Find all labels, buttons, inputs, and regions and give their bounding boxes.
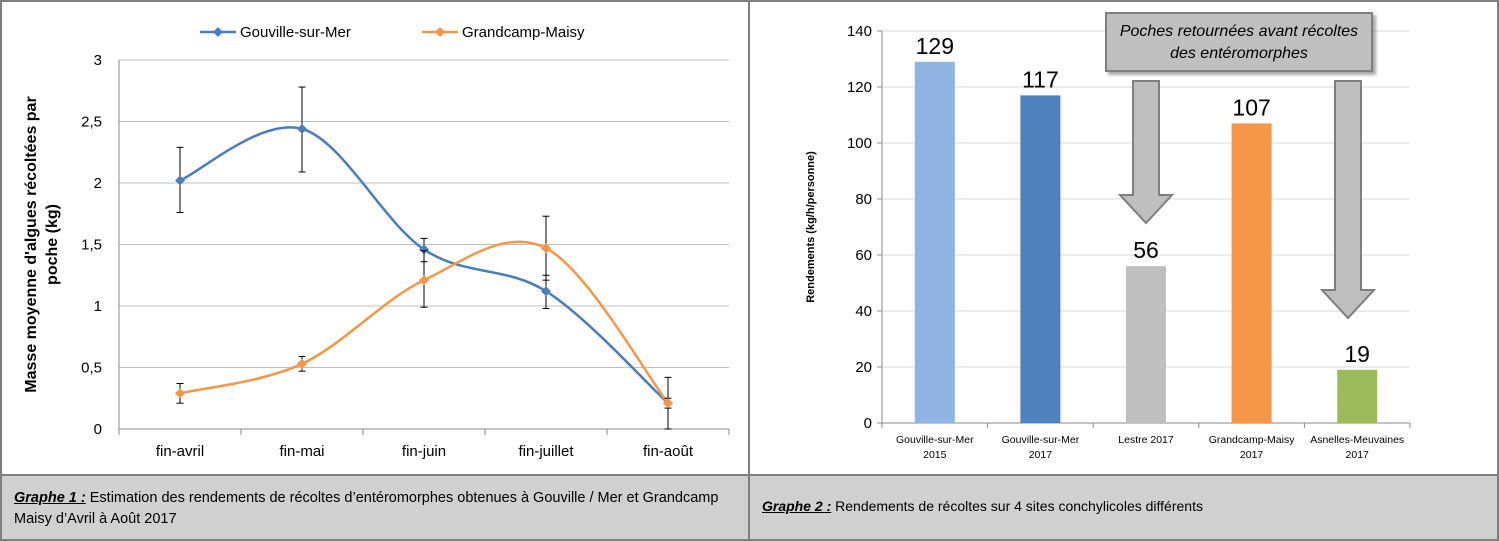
bar-chart: 0 20 40 60 80 100 120 140 Rendements (kg/h/perso…	[805, 23, 1411, 461]
y-tick-label: 1,5	[81, 237, 102, 254]
bar	[1231, 123, 1272, 424]
y-tick-label: 1	[94, 298, 102, 315]
x-tick-label: 2015	[923, 449, 947, 461]
y-tick-label: 3	[94, 52, 102, 69]
legend-label: Gouville-sur-Mer	[240, 24, 351, 41]
bar-value-label: 117	[1022, 66, 1059, 92]
data-point	[297, 358, 307, 369]
bar	[1020, 95, 1061, 424]
data-point	[541, 286, 551, 297]
line-chart: 0 0,5 1 1,5 2 2,5 3 fin-avril fin-mai fin-juin fin…	[23, 24, 730, 460]
graph2-panel: 0 20 40 60 80 100 120 140 Rendements (kg/h/perso…	[748, 0, 1499, 541]
x-tick-label: Gouville-sur-Mer	[896, 434, 974, 446]
callout-box: Poches retournées avant récoltes des ent…	[1105, 12, 1373, 72]
y-tick-label: 20	[855, 359, 872, 376]
bar	[1126, 266, 1166, 423]
data-point	[663, 398, 673, 409]
x-tick-label: fin-mai	[279, 443, 324, 460]
bar	[1337, 369, 1378, 423]
x-tick-label: Gouville-sur-Mer	[1002, 434, 1080, 446]
bar-value-label: 107	[1232, 94, 1270, 120]
x-tick-label: Asnelles-Meuvaines	[1310, 434, 1404, 446]
y-tick-label: 2	[94, 175, 102, 192]
bar-value-label: 19	[1344, 341, 1370, 367]
y-tick-label: 140	[847, 23, 872, 40]
down-arrow-icon	[1319, 80, 1377, 320]
x-tick-label: Lestre 2017	[1118, 434, 1174, 446]
legend-label: Grandcamp-Maisy	[462, 24, 585, 41]
bar-value-label: 129	[916, 33, 954, 59]
bar	[914, 61, 955, 424]
graph1-caption-lead: Graphe 1 :	[14, 490, 86, 506]
y-tick-label: 40	[855, 303, 872, 320]
legend-marker	[435, 27, 445, 37]
y-tick-label: 0	[864, 415, 872, 432]
y-axis-title: Rendements (kg/h/personne)	[805, 151, 817, 303]
graph2-caption-lead: Graphe 2 :	[762, 498, 832, 514]
y-tick-label: 0	[94, 421, 102, 438]
x-tick-label: Grandcamp-Maisy	[1209, 434, 1296, 446]
y-tick-label: 120	[847, 79, 872, 96]
legend-marker	[213, 27, 223, 37]
data-point	[419, 275, 429, 286]
x-tick-label: fin-août	[643, 443, 694, 460]
data-point	[419, 244, 429, 255]
data-point	[541, 243, 551, 254]
graph1-caption: Graphe 1 : Estimation des rendements de …	[2, 474, 748, 539]
data-point	[297, 123, 307, 134]
y-tick-label: 0,5	[81, 360, 102, 377]
y-axis-title-line: poche (kg)	[44, 204, 61, 285]
graph2-caption: Graphe 2 : Rendements de récoltes sur 4 …	[750, 474, 1497, 539]
y-tick-label: 100	[847, 135, 872, 152]
y-tick-label: 60	[855, 247, 872, 264]
graph1-panel: 0 0,5 1 1,5 2 2,5 3 fin-avril fin-mai fin-juin fin…	[0, 0, 750, 541]
bar-value-label: 56	[1133, 237, 1159, 263]
x-tick-label: 2017	[1029, 449, 1053, 461]
data-point	[175, 175, 185, 186]
x-tick-label: fin-juin	[402, 443, 446, 460]
x-tick-label: 2017	[1346, 449, 1370, 461]
graph2-caption-text: Rendements de récoltes sur 4 sites conch…	[831, 498, 1203, 514]
y-tick-label: 2,5	[81, 114, 102, 131]
data-point	[175, 388, 185, 399]
graph1-caption-text: Estimation des rendements de récoltes d’…	[14, 490, 719, 527]
y-tick-label: 80	[855, 191, 872, 208]
x-tick-label: fin-juillet	[518, 443, 574, 460]
y-axis-title-line: Masse moyenne d'algues récoltées par	[23, 96, 40, 392]
x-tick-label: 2017	[1240, 449, 1264, 461]
x-tick-label: fin-avril	[156, 443, 204, 460]
y-axis-title: Masse moyenne d'algues récoltées par poch…	[23, 96, 61, 392]
down-arrow-icon	[1117, 80, 1175, 225]
